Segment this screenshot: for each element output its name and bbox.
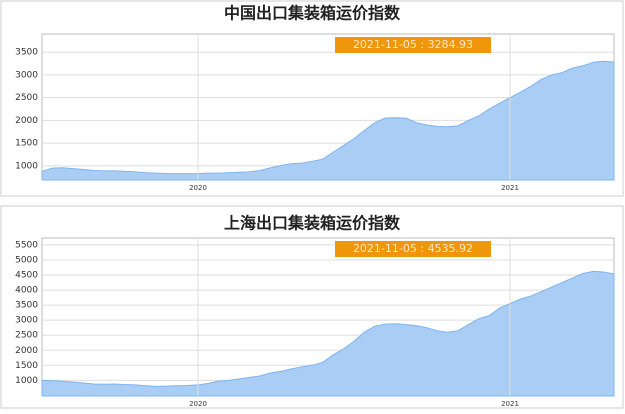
annotation-box [335,241,491,257]
y-tick-label: 2000 [15,116,38,126]
area [41,270,615,397]
x-tick-label: 2021 [501,184,519,192]
y-tick-label: 2500 [15,331,38,341]
y-tick-label: 4500 [15,271,38,281]
chart-title: 中国出口集装箱运价指数 [224,4,401,23]
y-tick-label: 5500 [15,240,38,250]
panel [0,205,624,409]
y-tick-label: 2500 [15,93,38,103]
annotation: 2021-11-05 : 3284.93 [353,38,473,51]
y-tick-label: 1500 [15,139,38,149]
x-tick-label: 2021 [501,400,519,408]
y-tick-label: 4000 [15,286,38,296]
y-tick-label: 3500 [15,301,38,311]
y-tick-label: 3000 [15,316,38,326]
x-tick-label: 2020 [189,184,207,192]
y-tick-label: 1000 [15,161,38,171]
y-tick-label: 3000 [15,70,38,80]
y-tick-label: 2000 [15,346,38,356]
panel [0,0,624,197]
area [41,60,615,181]
annotation-box [335,37,491,53]
y-tick-label: 1500 [15,361,38,371]
chart-title: 上海出口集装箱运价指数 [224,214,401,233]
y-tick-label: 3500 [15,48,38,58]
y-tick-label: 5000 [15,255,38,265]
annotation: 2021-11-05 : 4535.92 [353,242,473,255]
y-tick-label: 1000 [15,376,38,386]
x-tick-label: 2020 [189,400,207,408]
